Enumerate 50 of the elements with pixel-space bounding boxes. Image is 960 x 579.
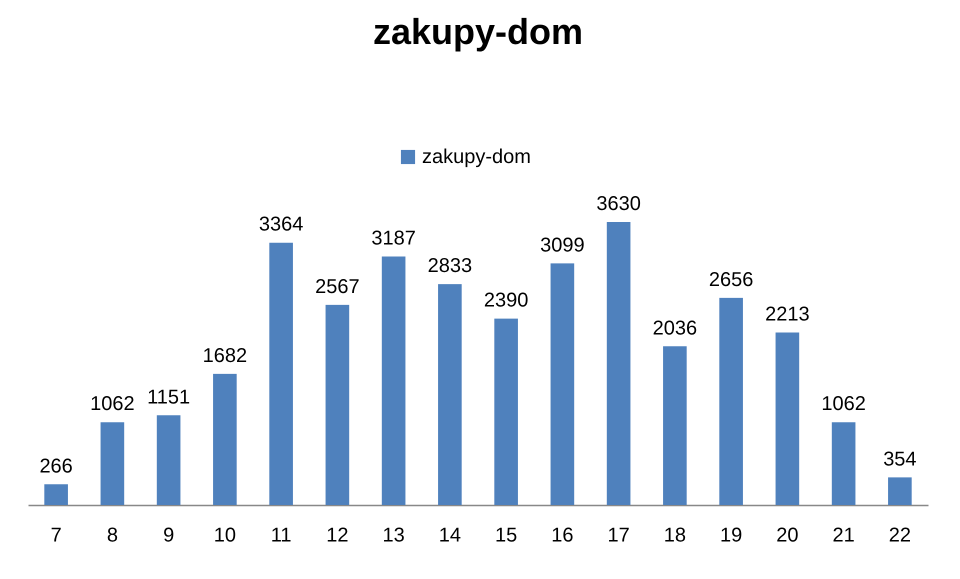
bar (326, 304, 350, 505)
data-label: 3099 (540, 234, 585, 256)
bar (832, 422, 856, 505)
data-label: 1062 (821, 393, 866, 416)
x-tick-label: 15 (495, 524, 518, 546)
bar (663, 346, 687, 505)
data-label: 2036 (652, 317, 698, 340)
x-tick-label: 13 (382, 524, 405, 546)
bar (438, 284, 462, 505)
x-tick-label: 21 (832, 524, 855, 546)
bar (494, 318, 518, 505)
x-tick-label: 14 (438, 524, 461, 546)
x-tick-label: 20 (776, 524, 798, 546)
x-tick-label: 16 (551, 524, 574, 546)
bar (44, 484, 68, 505)
x-tick-label: 8 (106, 524, 118, 546)
x-tick-label: 18 (664, 524, 686, 546)
bar (888, 477, 912, 505)
x-tick-label: 9 (163, 524, 174, 546)
bar (776, 332, 800, 505)
data-label: 2213 (765, 303, 810, 326)
data-label: 1062 (90, 393, 135, 416)
data-label: 354 (883, 448, 917, 470)
bar (719, 298, 743, 505)
chart-title: zakupy-dom (372, 11, 584, 52)
x-tick-label: 12 (326, 524, 348, 546)
data-label: 3630 (596, 193, 641, 215)
bar (100, 422, 124, 505)
bar (382, 256, 406, 505)
data-label: 1151 (147, 386, 190, 408)
data-label: 1682 (202, 344, 248, 367)
legend-label: zakupy-dom (422, 146, 531, 168)
data-label: 3364 (258, 214, 304, 236)
bar (213, 374, 237, 505)
data-label: 3187 (371, 228, 416, 250)
x-tick-label: 11 (270, 524, 292, 546)
x-tick-label: 19 (720, 524, 742, 546)
x-tick-label: 17 (608, 524, 630, 546)
bar (269, 242, 293, 505)
x-tick-label: 10 (214, 524, 236, 546)
data-label: 2656 (708, 268, 754, 291)
data-label: 2833 (428, 255, 472, 278)
bar (550, 263, 574, 505)
data-label: 266 (39, 455, 73, 478)
bar (606, 222, 630, 505)
data-label: 2390 (484, 290, 528, 312)
x-tick-label: 7 (50, 524, 62, 546)
bar (156, 415, 180, 505)
x-tick-label: 22 (888, 524, 911, 546)
data-label: 2567 (315, 276, 360, 298)
